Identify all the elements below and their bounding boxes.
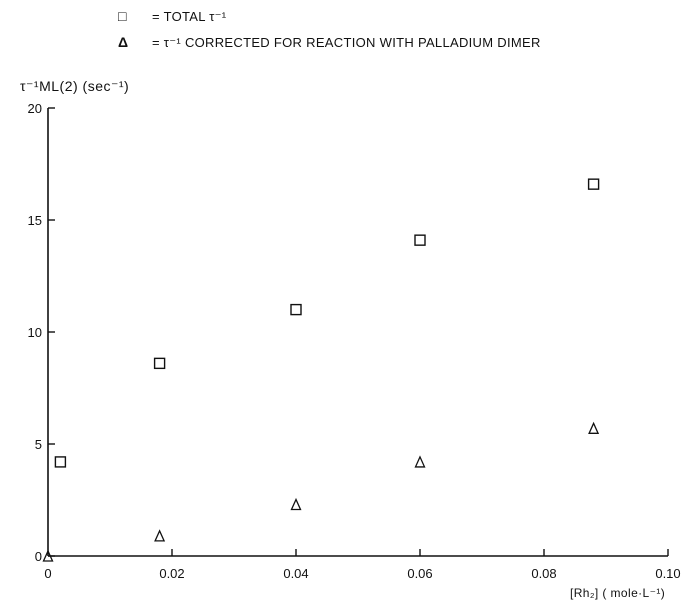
y-tick-label: 20 [28,101,42,116]
square-point [153,357,166,370]
square-point [54,456,67,468]
x-tick-label: 0.10 [655,566,680,581]
x-tick-label: 0.04 [283,566,308,581]
triangle-point [290,497,302,511]
y-tick-label: 5 [35,437,42,452]
square-point [290,303,302,316]
square-point [414,234,426,246]
triangle-point [42,549,54,562]
legend-entry-total: □ = TOTAL τ⁻¹ [118,8,226,25]
axes [47,108,668,557]
x-axis-label: [Rh₂] ( mole·L⁻¹) [570,586,666,600]
legend-triangle-marker: Δ [118,34,129,50]
y-tick-label: 10 [28,325,42,340]
legend-label-total: = TOTAL τ⁻¹ [152,9,227,24]
triangle-point [154,529,166,542]
legend-label-corrected: = τ⁻¹ CORRECTED FOR REACTION WITH PALLAD… [152,35,541,50]
triangle-point [588,421,600,434]
x-tick-label: 0 [44,566,51,581]
y-tick-label: 0 [35,549,42,564]
triangle-point [414,455,426,468]
x-tick-label: 0.06 [407,566,432,581]
legend-entry-corrected: Δ = τ⁻¹ CORRECTED FOR REACTION WITH PALLA… [118,34,541,51]
square-point [587,178,600,190]
data-points [42,178,600,562]
y-tick-label: 15 [28,213,42,228]
legend-square-marker: □ [118,8,127,24]
x-tick-label: 0.08 [531,566,556,581]
ticks: 0 5 10 15 20 0 0.02 0.04 0.06 0.08 0.10 [28,101,681,581]
x-tick-label: 0.02 [159,566,184,581]
y-axis-label: τ⁻¹ML(2) (sec⁻¹) [20,78,130,94]
